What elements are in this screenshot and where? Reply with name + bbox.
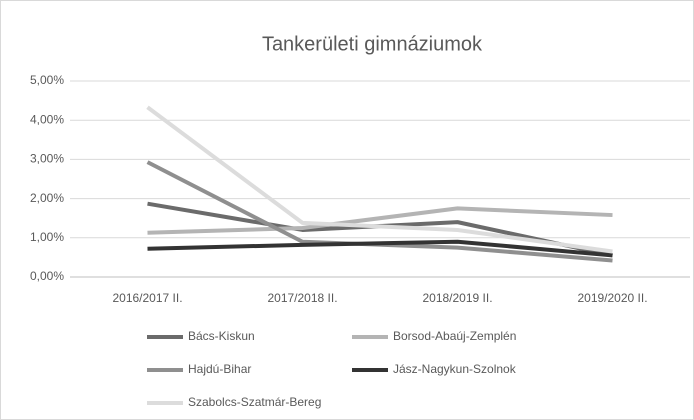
x-tick-label: 2016/2017 II.: [112, 291, 182, 305]
chart-title: Tankerületi gimnáziumok: [262, 33, 483, 55]
legend-label: Jász-Nagykun-Szolnok: [393, 362, 517, 376]
y-tick-label: 5,00%: [30, 73, 64, 87]
x-tick-label: 2019/2020 II.: [577, 291, 647, 305]
legend-label: Hajdú-Bihar: [188, 362, 251, 376]
legend-label: Borsod-Abaúj-Zemplén: [393, 329, 516, 343]
x-tick-label: 2017/2018 II.: [267, 291, 337, 305]
y-tick-label: 1,00%: [30, 230, 64, 244]
x-tick-label: 2018/2019 II.: [422, 291, 492, 305]
y-tick-label: 0,00%: [30, 269, 64, 283]
series-line: [146, 105, 613, 254]
series-line: [147, 206, 613, 235]
y-tick-label: 3,00%: [30, 152, 64, 166]
y-tick-label: 2,00%: [30, 191, 64, 205]
y-tick-label: 4,00%: [30, 112, 64, 126]
legend-label: Szabolcs-Szatmár-Bereg: [188, 395, 321, 409]
legend-label: Bács-Kiskun: [188, 329, 255, 343]
series-line: [147, 239, 613, 258]
